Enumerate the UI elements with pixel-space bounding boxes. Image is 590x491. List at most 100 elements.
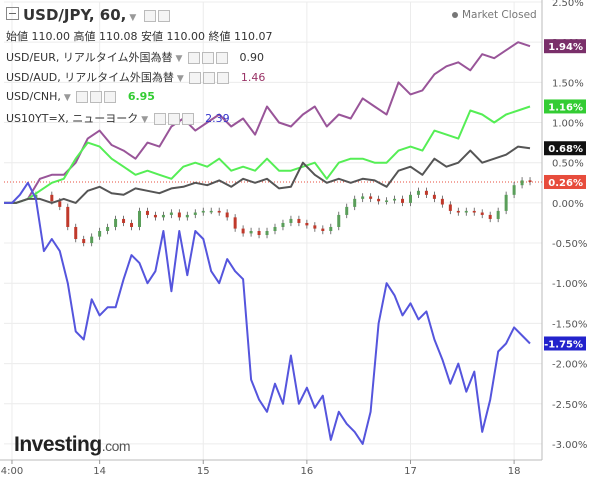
y-tick-label: 0.50% bbox=[552, 159, 584, 170]
candle-body bbox=[130, 222, 134, 227]
last-value-text: 1.94% bbox=[548, 42, 583, 53]
candle-body bbox=[416, 190, 420, 195]
candle-body bbox=[169, 212, 173, 215]
x-tick-label: 17 bbox=[404, 466, 417, 477]
x-tick-label: 14 bbox=[93, 466, 106, 477]
x-tick-label: 18 bbox=[508, 466, 521, 477]
candle-body bbox=[361, 196, 365, 199]
candle-body bbox=[153, 214, 157, 218]
last-value-text: 0.26% bbox=[548, 178, 583, 189]
candle-body bbox=[385, 200, 389, 202]
candle-body bbox=[321, 228, 325, 231]
candle-body bbox=[512, 185, 516, 195]
overlay-row-usdeur: USD/EUR, リアルタイム外国為替 ▼ 0.90 bbox=[6, 49, 264, 65]
candle-body bbox=[145, 210, 149, 215]
y-tick-label: -0.50% bbox=[552, 239, 587, 250]
minimize-icon[interactable] bbox=[6, 7, 19, 20]
series-line-us10ytx bbox=[4, 181, 531, 445]
status-dot-icon bbox=[452, 12, 458, 18]
y-tick-label: -1.00% bbox=[552, 279, 587, 290]
candle-body bbox=[281, 222, 285, 227]
candle-body bbox=[161, 214, 165, 218]
candle-body bbox=[82, 239, 86, 244]
candle-body bbox=[440, 198, 444, 205]
candle-body bbox=[233, 217, 237, 229]
candle-body bbox=[496, 210, 500, 219]
candle-body bbox=[58, 201, 62, 207]
last-value-badge bbox=[544, 336, 586, 351]
close-icon[interactable] bbox=[104, 91, 117, 103]
candle-body bbox=[201, 210, 205, 213]
close-icon[interactable] bbox=[181, 113, 194, 125]
candle-body bbox=[424, 190, 428, 195]
last-value-text: 0.68% bbox=[548, 144, 583, 155]
chart-title-bar: USD/JPY, 60, ▼ bbox=[6, 6, 170, 24]
candle-body bbox=[520, 180, 524, 186]
chevron-down-icon[interactable]: ▼ bbox=[129, 13, 137, 23]
last-value-text: 1.16% bbox=[548, 102, 583, 113]
close-icon[interactable] bbox=[215, 52, 228, 64]
y-tick-label: 0.00% bbox=[552, 199, 584, 210]
overlay-name: USD/CNH, bbox=[6, 90, 61, 103]
y-tick-label: 1.00% bbox=[552, 119, 584, 130]
candle-body bbox=[472, 210, 476, 213]
gear-icon[interactable] bbox=[157, 9, 170, 22]
last-value-badge bbox=[544, 99, 586, 114]
candle-body bbox=[257, 231, 261, 236]
candle-body bbox=[137, 210, 141, 227]
candle-body bbox=[50, 194, 54, 202]
series-last-value-labels: 1.94% 1.16% 0.68% -1.75% 0.26% bbox=[544, 39, 586, 351]
candle-body bbox=[209, 210, 213, 213]
comparison-series bbox=[4, 41, 531, 445]
visibility-icon[interactable] bbox=[189, 72, 202, 84]
candle-body bbox=[313, 225, 317, 229]
y-tick-label: 1.50% bbox=[552, 78, 584, 89]
candle-body bbox=[504, 194, 508, 211]
visibility-icon[interactable] bbox=[76, 91, 89, 103]
candle-body bbox=[369, 196, 373, 199]
series-line-usdaud bbox=[4, 41, 531, 204]
y-tick-label: 2.50% bbox=[552, 0, 584, 9]
candle-body bbox=[185, 214, 189, 218]
series-line-usdeur bbox=[4, 145, 531, 204]
settings-icon[interactable] bbox=[143, 9, 156, 22]
candle-body bbox=[193, 212, 197, 215]
candle-body bbox=[217, 210, 221, 213]
chevron-down-icon[interactable]: ▼ bbox=[176, 74, 184, 84]
candle-body bbox=[337, 214, 341, 227]
ohlc-readout: 始値 110.00 高値 110.08 安値 110.00 終値 110.07 bbox=[6, 30, 273, 43]
last-value-badge bbox=[544, 174, 586, 189]
visibility-icon[interactable] bbox=[153, 113, 166, 125]
gear-icon[interactable] bbox=[203, 72, 216, 84]
candle-body bbox=[273, 226, 277, 231]
overlay-row-us10yt: US10YT=X, ニューヨーク ▼ 2.39 bbox=[6, 110, 230, 126]
close-icon[interactable] bbox=[217, 72, 230, 84]
gear-icon[interactable] bbox=[90, 91, 103, 103]
chevron-down-icon[interactable]: ▼ bbox=[63, 93, 71, 103]
candle-body bbox=[329, 226, 333, 231]
chevron-down-icon[interactable]: ▼ bbox=[141, 115, 149, 125]
candle-body bbox=[480, 212, 484, 215]
candle-body bbox=[464, 210, 468, 213]
candle-body bbox=[74, 226, 78, 240]
overlay-name: USD/EUR, リアルタイム外国為替 bbox=[6, 51, 173, 64]
x-axis-ticks: 4:00 14 15 16 17 18 bbox=[1, 460, 521, 477]
chevron-down-icon[interactable]: ▼ bbox=[175, 54, 183, 64]
x-tick-label: 4:00 bbox=[1, 466, 23, 477]
last-value-text: -1.75% bbox=[544, 339, 583, 350]
overlay-value: 2.39 bbox=[205, 112, 230, 125]
candle-body bbox=[225, 212, 229, 218]
candle-body bbox=[90, 236, 94, 244]
candle-body bbox=[456, 210, 460, 213]
x-tick-label: 16 bbox=[301, 466, 314, 477]
candle-body bbox=[345, 206, 349, 215]
candle-body bbox=[488, 214, 492, 219]
visibility-icon[interactable] bbox=[187, 52, 200, 64]
gear-icon[interactable] bbox=[167, 113, 180, 125]
investing-logo[interactable]: Investing.com bbox=[14, 433, 131, 456]
chart-title: USD/JPY, 60, bbox=[23, 6, 127, 24]
overlay-value: 1.46 bbox=[240, 71, 266, 84]
gear-icon[interactable] bbox=[201, 52, 214, 64]
candle-body bbox=[528, 180, 532, 182]
